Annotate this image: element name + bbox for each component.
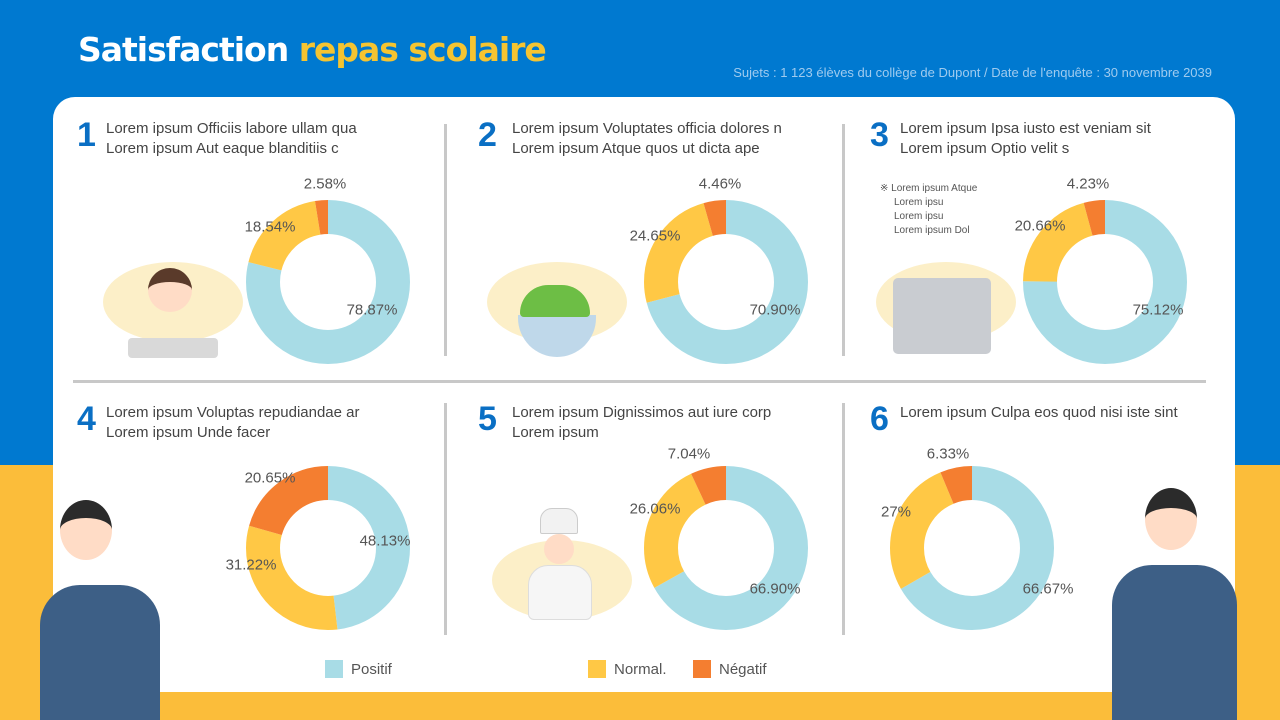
donut-segment-negatif: [890, 466, 1054, 630]
data-label: 78.87%: [346, 301, 398, 319]
donut-segment-normal: [246, 466, 410, 630]
note-line: Lorem ipsu: [894, 211, 944, 222]
chart-number: 3: [870, 116, 889, 154]
legend-normal: Normal.: [588, 660, 667, 678]
donut-segment-negatif: [246, 466, 410, 630]
subtitle: Sujets : 1 123 élèves du collège de Dupo…: [733, 65, 1212, 80]
data-label: 66.90%: [749, 580, 801, 598]
chef-body-icon: [528, 565, 592, 620]
chart-title: Lorem ipsum Dignissimos aut iure corp Lor…: [512, 403, 771, 443]
data-label: 75.12%: [1132, 301, 1184, 319]
data-label: 4.23%: [1066, 175, 1110, 193]
divider: [73, 380, 1206, 383]
data-label: 48.13%: [359, 532, 411, 550]
chart-number: 6: [870, 400, 889, 438]
data-label: 4.46%: [698, 175, 742, 193]
chart-title-line: Lorem ipsum Aut eaque blanditiis c: [106, 140, 339, 157]
chart-number: 2: [478, 116, 497, 154]
donut-segment-negatif: [644, 200, 808, 364]
donut-chart: [1023, 200, 1187, 364]
boy-character-illustration: [1145, 488, 1197, 550]
donut-segment-negatif: [246, 200, 410, 364]
chart-title-line: Lorem ipsum: [512, 424, 599, 441]
data-label: 6.33%: [926, 445, 970, 463]
girl-character-illustration: [60, 500, 112, 560]
data-label: 7.04%: [667, 445, 711, 463]
data-label: 27%: [880, 503, 912, 521]
meal-tray-icon: [893, 278, 991, 354]
chart-title-line: Lorem ipsum Dignissimos aut iure corp: [512, 404, 772, 421]
legend-label: Normal.: [614, 660, 667, 678]
legend-label: Positif: [351, 660, 392, 678]
legend-label: Négatif: [719, 660, 767, 678]
note-line: Lorem ipsum Dol: [894, 225, 970, 236]
chart-title: Lorem ipsum Voluptas repudiandae ar Lorem…: [106, 403, 360, 443]
donut-segment-negatif: [644, 466, 808, 630]
chart-title: Lorem ipsum Voluptates officia dolores n…: [512, 119, 782, 159]
chart-title-line: Lorem ipsum Officiis labore ullam qua: [106, 120, 357, 137]
donut-segment-normal: [644, 200, 808, 364]
tray-icon: [128, 338, 218, 358]
divider: [842, 124, 845, 356]
data-label: 20.66%: [1014, 217, 1066, 235]
chart-title-line: Lorem ipsum Unde facer: [106, 424, 271, 441]
chart-title: Lorem ipsum Ipsa iusto est veniam sit Lor…: [900, 119, 1151, 159]
chart-number: 5: [478, 400, 497, 438]
student-face-icon: [148, 268, 192, 312]
donut-chart: [890, 466, 1054, 630]
title-yellow: repas scolaire: [298, 30, 547, 69]
data-label: 24.65%: [629, 227, 681, 245]
legend-swatch: [325, 660, 343, 678]
chef-hat-icon: [540, 508, 578, 534]
divider: [842, 403, 845, 635]
note-line: ※ Lorem ipsum Atque: [880, 183, 978, 194]
legend-swatch: [588, 660, 606, 678]
chart-number: 4: [77, 400, 96, 438]
chart-number: 1: [77, 116, 96, 154]
chart-title-line: Lorem ipsum Voluptas repudiandae ar: [106, 404, 360, 421]
donut-segment-normal: [644, 466, 808, 630]
donut-segment-negatif: [1023, 200, 1187, 364]
chart-title: Lorem ipsum Officiis labore ullam qua Lor…: [106, 119, 357, 159]
page-title: Satisfaction repas scolaire: [78, 30, 547, 69]
data-label: 26.06%: [629, 500, 681, 518]
divider: [444, 124, 447, 356]
chart-title-line: Lorem ipsum Ipsa iusto est veniam sit: [900, 120, 1151, 137]
legend-positif: Positif: [325, 660, 392, 678]
chef-face-icon: [544, 534, 574, 564]
data-label: 70.90%: [749, 301, 801, 319]
boy-body-icon: [1112, 565, 1237, 720]
salad-leaves-icon: [520, 285, 590, 317]
donut-chart: [644, 200, 808, 364]
chart-title-line: Lorem ipsum Culpa eos quod nisi iste sin…: [900, 404, 1178, 421]
chart-title-line: Lorem ipsum Voluptates officia dolores n: [512, 120, 782, 137]
data-label: 66.67%: [1022, 580, 1074, 598]
title-white: Satisfaction: [78, 30, 289, 69]
data-label: 31.22%: [225, 556, 277, 574]
chart-title: Lorem ipsum Culpa eos quod nisi iste sin…: [900, 403, 1178, 423]
data-label: 20.65%: [244, 469, 296, 487]
donut-segment-normal: [890, 466, 1054, 630]
legend-negatif: Négatif: [693, 660, 767, 678]
chart-title-line: Lorem ipsum Atque quos ut dicta ape: [512, 140, 760, 157]
donut-chart: [246, 200, 410, 364]
note-line: Lorem ipsu: [894, 197, 944, 208]
data-label: 2.58%: [303, 175, 347, 193]
legend-swatch: [693, 660, 711, 678]
donut-chart: [644, 466, 808, 630]
divider: [444, 403, 447, 635]
chart-title-line: Lorem ipsum Optio velit s: [900, 140, 1070, 157]
donut-chart: [246, 466, 410, 630]
girl-body-icon: [40, 585, 160, 720]
data-label: 18.54%: [244, 218, 296, 236]
chart-note: ※ Lorem ipsum Atque Lorem ipsu Lorem ipsu L…: [880, 182, 977, 238]
